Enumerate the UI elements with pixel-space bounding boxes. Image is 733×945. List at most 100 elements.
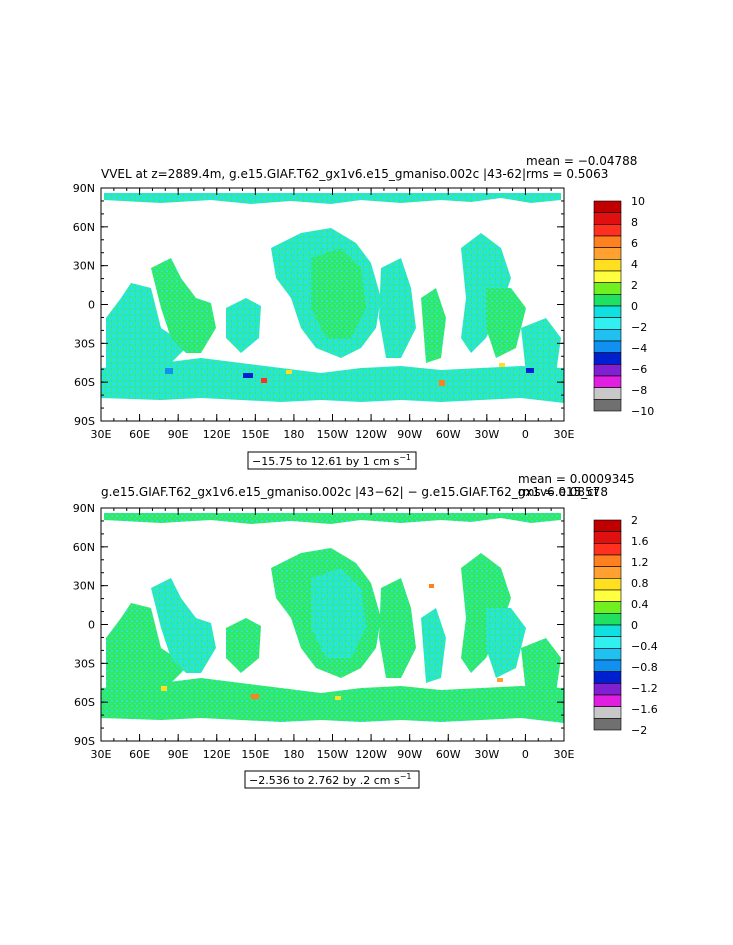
lon-label: 150W (317, 748, 349, 761)
lat-label: 0 (88, 299, 95, 312)
lon-label: 30W (474, 428, 499, 441)
lon-label: 150E (241, 748, 269, 761)
colorbar-swatch (593, 706, 622, 719)
lon-label: 120E (203, 748, 231, 761)
colorbar-swatch (593, 589, 622, 602)
colorbar-swatch (593, 613, 622, 626)
colorbar-swatch (593, 329, 622, 342)
colorbar-swatch (593, 718, 622, 731)
colorbar-swatch (593, 519, 622, 532)
panel-2-range-label: −2.536 to 2.762 by .2 cm s−1 (249, 772, 412, 787)
lat-label: 60S (74, 696, 95, 709)
lon-label: 90E (168, 748, 189, 761)
lon-label: 180 (283, 748, 304, 761)
colorbar-swatch (593, 648, 622, 661)
colorbar-swatch (593, 270, 622, 283)
lon-label: 120W (355, 748, 387, 761)
colorbar-label: −0.4 (631, 640, 658, 653)
colorbar-swatch (593, 224, 622, 237)
lon-label: 30E (554, 428, 575, 441)
lon-label: 90E (168, 428, 189, 441)
lat-label: 90S (74, 735, 95, 748)
panel-2-mean: mean = 0.0009345 (518, 472, 635, 486)
panel-1-mean: mean = −0.04788 (526, 154, 637, 168)
colorbar-swatch (593, 212, 622, 225)
colorbar-swatch (593, 601, 622, 614)
lat-label: 90N (73, 502, 95, 515)
colorbar-swatch (593, 294, 622, 307)
colorbar-swatch (593, 543, 622, 556)
panel-1-colorbar (593, 200, 622, 412)
panel-1: VVEL at z=2889.4m, g.e15.GIAF.T62_gx1v6.… (73, 154, 654, 470)
colorbar-label: 4 (631, 258, 638, 271)
lat-label: 30S (74, 337, 95, 350)
lon-label: 30E (91, 748, 112, 761)
colorbar-label: 0 (631, 619, 638, 632)
lon-label: 60W (436, 428, 461, 441)
panel-1-colorbar-labels: 10 8 6 4 2 0 −2 −4 −6 −8 −10 (631, 195, 654, 418)
colorbar-swatch (593, 364, 622, 377)
panel-1-range-box (247, 451, 417, 470)
colorbar-swatch (593, 282, 622, 295)
colorbar-swatch (593, 566, 622, 579)
lat-label: 30N (73, 260, 95, 273)
panel-2-colorbar-labels: 2 1.6 1.2 0.8 0.4 0 −0.4 −0.8 −1.2 −1.6 −2 (631, 514, 658, 737)
colorbar-label: 2 (631, 514, 638, 527)
lon-label: 90W (397, 428, 422, 441)
lon-label: 180 (283, 428, 304, 441)
colorbar-swatch (593, 554, 622, 567)
lon-label: 150E (241, 428, 269, 441)
colorbar-label: −10 (631, 405, 654, 418)
colorbar-swatch (593, 259, 622, 272)
lon-label: 60W (436, 748, 461, 761)
lon-label: 30E (91, 428, 112, 441)
lon-label: 30E (554, 748, 575, 761)
colorbar-label: −0.8 (631, 661, 658, 674)
panel-2-lat-labels: 90N 60N 30N 0 30S 60S 90S (73, 502, 95, 748)
colorbar-label: 0 (631, 300, 638, 313)
panel-1-rms: rms = 0.5063 (526, 167, 608, 181)
colorbar-label: 10 (631, 195, 645, 208)
panel-1-ticks (100, 187, 565, 422)
colorbar-swatch (593, 636, 622, 649)
colorbar-swatch (593, 387, 622, 400)
lon-label: 120W (355, 428, 387, 441)
lat-label: 90S (74, 415, 95, 428)
colorbar-label: 6 (631, 237, 638, 250)
colorbar-swatch (593, 578, 622, 591)
lon-label: 150W (317, 428, 349, 441)
lat-label: 90N (73, 182, 95, 195)
panel-1-title: VVEL at z=2889.4m, g.e15.GIAF.T62_gx1v6.… (101, 167, 526, 181)
colorbar-swatch (593, 375, 622, 388)
colorbar-label: −8 (631, 384, 647, 397)
panel-2-lon-labels: 30E 60E 90E 120E 150E 180 150W 120W 90W 60W 30W 0 30… (91, 748, 575, 761)
colorbar-label: 2 (631, 279, 638, 292)
lon-label: 120E (203, 428, 231, 441)
colorbar-swatch (593, 624, 622, 637)
colorbar-label: −2 (631, 321, 647, 334)
lat-label: 0 (88, 619, 95, 632)
colorbar-swatch (593, 671, 622, 684)
lat-label: 30N (73, 580, 95, 593)
panel-2: g.e15.GIAF.T62_gx1v6.e15_gmaniso.002c |4… (73, 472, 658, 789)
panel-1-lon-labels: 30E 60E 90E 120E 150E 180 150W 120W 90W 60W 30W 0 30… (91, 428, 575, 441)
lon-label: 30W (474, 748, 499, 761)
panel-1-range-label: −15.75 to 12.61 by 1 cm s−1 (252, 453, 411, 468)
colorbar-label: 0.4 (631, 598, 649, 611)
lon-label: 60E (129, 428, 150, 441)
panel-2-range-box (244, 770, 420, 789)
colorbar-label: −4 (631, 342, 647, 355)
panel-2-map (101, 508, 564, 741)
panel-2-ticks (100, 507, 565, 742)
lon-label: 90W (397, 748, 422, 761)
colorbar-swatch (593, 340, 622, 353)
colorbar-label: 0.8 (631, 577, 649, 590)
lon-label: 0 (522, 428, 529, 441)
colorbar-swatch (593, 352, 622, 365)
lat-label: 60S (74, 376, 95, 389)
colorbar-swatch (593, 659, 622, 672)
colorbar-label: −1.2 (631, 682, 658, 695)
colorbar-label: −2 (631, 724, 647, 737)
panel-1-lat-labels: 90N 60N 30N 0 30S 60S 90S (73, 182, 95, 428)
